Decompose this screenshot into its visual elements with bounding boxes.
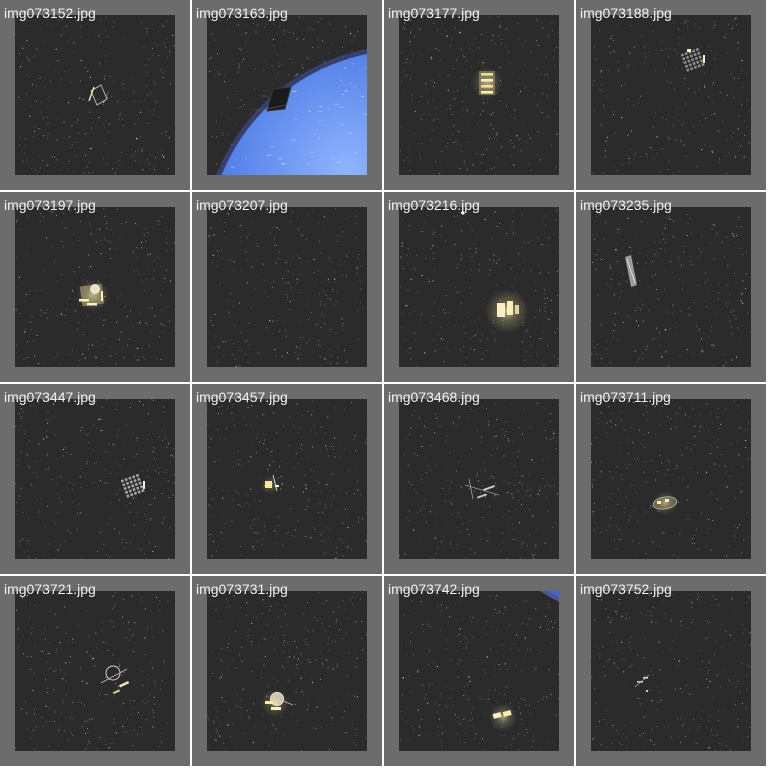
thumbnail-filename: img073721.jpg <box>4 581 96 597</box>
thumbnail-image <box>15 399 175 559</box>
thumbnail-image <box>399 207 559 367</box>
thumbnail-filename: img073152.jpg <box>4 5 96 21</box>
thumbnail-filename: img073216.jpg <box>388 197 480 213</box>
star-field <box>15 15 175 175</box>
star-field <box>591 591 751 751</box>
thumbnail-filename: img073468.jpg <box>388 389 480 405</box>
satellite-object <box>464 478 500 500</box>
thumbnail-tile[interactable]: img073216.jpg <box>384 192 574 382</box>
thumbnail-filename: img073447.jpg <box>4 389 96 405</box>
thumbnail-tile[interactable]: img073207.jpg <box>192 192 382 382</box>
star-field <box>400 593 559 750</box>
satellite-object <box>254 86 292 112</box>
thumbnail-image <box>591 399 751 559</box>
earth-limb <box>539 591 559 602</box>
thumbnail-filename: img073163.jpg <box>196 5 288 21</box>
thumbnail-image <box>15 15 175 175</box>
earth-planet <box>216 49 367 175</box>
star-field <box>207 207 367 367</box>
star-field <box>15 591 175 751</box>
thumbnail-tile[interactable]: img073447.jpg <box>0 384 190 574</box>
thumbnail-tile[interactable]: img073711.jpg <box>576 384 766 574</box>
thumbnail-tile[interactable]: img073177.jpg <box>384 0 574 190</box>
thumbnail-filename: img073188.jpg <box>580 5 672 21</box>
thumbnail-filename: img073711.jpg <box>580 389 671 405</box>
thumbnail-filename: img073207.jpg <box>196 197 288 213</box>
thumbnail-filename: img073752.jpg <box>580 581 672 597</box>
thumbnail-filename: img073235.jpg <box>580 197 672 213</box>
thumbnail-tile[interactable]: img073197.jpg <box>0 192 190 382</box>
thumbnail-tile[interactable]: img073152.jpg <box>0 0 190 190</box>
thumbnail-image <box>207 591 367 751</box>
thumbnail-image <box>207 15 367 175</box>
thumbnail-image <box>207 207 367 367</box>
thumbnail-image <box>399 399 559 559</box>
thumbnail-filename: img073197.jpg <box>4 197 96 213</box>
star-field <box>15 399 175 559</box>
thumbnail-filename: img073457.jpg <box>196 389 288 405</box>
thumbnail-filename: img073177.jpg <box>388 5 480 21</box>
star-field <box>591 399 751 559</box>
thumbnail-tile[interactable]: img073235.jpg <box>576 192 766 382</box>
star-field <box>592 15 750 175</box>
thumbnail-image <box>399 591 559 751</box>
thumbnail-image <box>207 399 367 559</box>
thumbnail-tile[interactable]: img073468.jpg <box>384 384 574 574</box>
star-field <box>207 592 367 751</box>
thumbnail-tile[interactable]: img073163.jpg <box>192 0 382 190</box>
thumbnail-tile[interactable]: img073752.jpg <box>576 576 766 766</box>
thumbnail-image <box>15 207 175 367</box>
thumbnail-image <box>591 15 751 175</box>
thumbnail-tile[interactable]: img073188.jpg <box>576 0 766 190</box>
satellite-object <box>120 473 145 498</box>
thumbnail-filename: img073731.jpg <box>196 581 288 597</box>
star-field <box>15 208 175 367</box>
thumbnail-tile[interactable]: img073731.jpg <box>192 576 382 766</box>
thumbnail-tile[interactable]: img073721.jpg <box>0 576 190 766</box>
thumbnail-image <box>399 15 559 175</box>
star-field <box>207 400 367 559</box>
satellite-object <box>634 674 650 692</box>
thumbnail-filename: img073742.jpg <box>388 581 480 597</box>
thumbnail-image <box>591 207 751 367</box>
thumbnail-image <box>591 591 751 751</box>
thumbnail-tile[interactable]: img073457.jpg <box>192 384 382 574</box>
satellite-object <box>88 84 109 106</box>
star-field <box>399 399 559 559</box>
satellite-object <box>625 255 637 287</box>
star-field <box>399 15 559 175</box>
satellite-object <box>680 47 705 72</box>
thumbnail-tile[interactable]: img073742.jpg <box>384 576 574 766</box>
star-field <box>591 207 751 367</box>
satellite-object <box>100 665 130 695</box>
thumbnail-image <box>15 591 175 751</box>
